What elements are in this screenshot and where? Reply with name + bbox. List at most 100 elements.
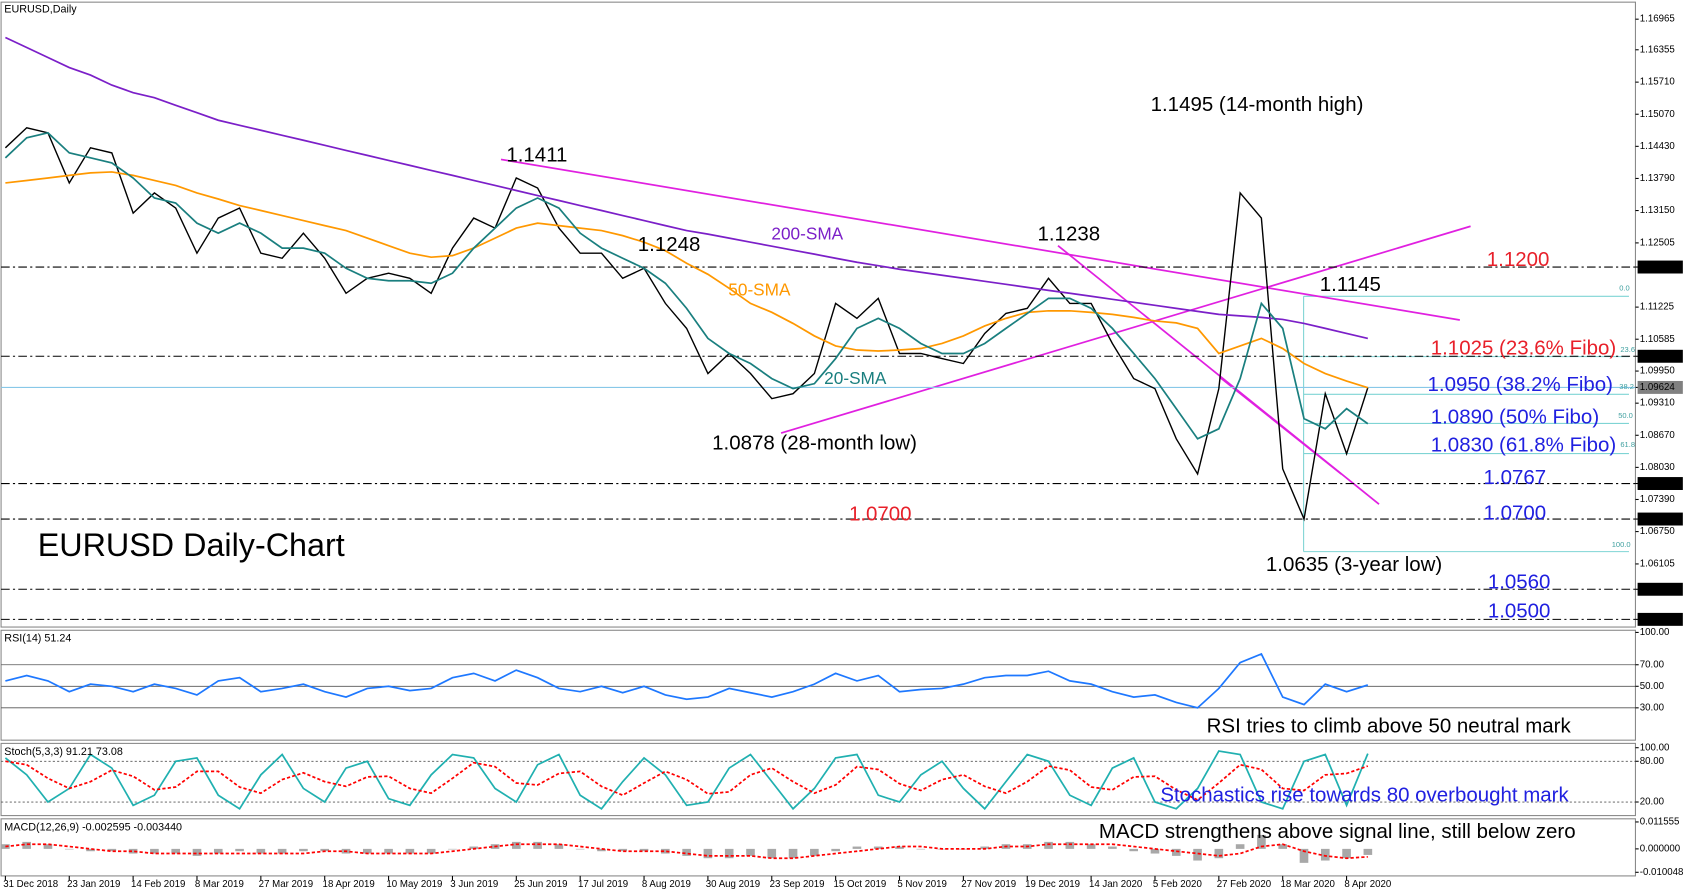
macd-bar bbox=[171, 848, 181, 854]
y-tick-label: 1.10245 bbox=[1640, 351, 1675, 362]
y-tick-label: 1.10585 bbox=[1640, 334, 1675, 345]
annotation: 61.8 bbox=[1620, 440, 1635, 449]
y-tick-label: 1.09310 bbox=[1640, 398, 1676, 409]
macd-bar bbox=[597, 848, 606, 852]
macd-bar bbox=[1171, 848, 1181, 856]
x-tick-label: 10 May 2019 bbox=[386, 879, 442, 890]
y-tick-label: 80.00 bbox=[1640, 756, 1665, 767]
y-tick-label: 1.12505 bbox=[1640, 237, 1675, 248]
y-tick-label: 30.00 bbox=[1640, 702, 1665, 713]
y-tick-label: 0.011555 bbox=[1640, 817, 1680, 828]
y-tick-label: 1.06750 bbox=[1640, 526, 1676, 537]
y-tick-label: 1.15710 bbox=[1640, 77, 1676, 88]
y-tick-label: 1.08670 bbox=[1640, 430, 1676, 441]
x-tick-label: 18 Mar 2020 bbox=[1281, 879, 1336, 890]
x-tick-label: 8 Aug 2019 bbox=[642, 879, 691, 890]
y-tick-label: 1.16965 bbox=[1640, 14, 1675, 25]
annotation: 1.0560 bbox=[1488, 570, 1551, 593]
macd-bar bbox=[512, 841, 521, 849]
y-tick-label: 1.12024 bbox=[1640, 262, 1676, 273]
macd-bar bbox=[831, 848, 840, 852]
y-tick-box bbox=[1637, 477, 1683, 490]
macd-bar bbox=[1193, 848, 1202, 861]
x-tick-label: 23 Sep 2019 bbox=[770, 879, 825, 890]
annotation: 1.0767 bbox=[1484, 466, 1547, 489]
macd-bar bbox=[618, 848, 628, 852]
x-tick-label: 27 Mar 2019 bbox=[259, 879, 313, 890]
y-tick-label: -0.010048 bbox=[1640, 867, 1684, 878]
macd-bar bbox=[1342, 848, 1351, 859]
macd-bar bbox=[1150, 848, 1160, 854]
macd-bar bbox=[1, 844, 10, 849]
series-label: 50-SMA bbox=[728, 279, 791, 299]
x-tick-label: 8 Apr 2020 bbox=[1344, 879, 1391, 890]
plot-layer: 1.16965 1.16355 1.15710 1.15070 1.14430 1.137… bbox=[1, 14, 1683, 890]
x-tick-label: 27 Nov 2019 bbox=[961, 879, 1016, 890]
x-tick-label: 8 Mar 2019 bbox=[195, 879, 244, 890]
x-tick-label: 5 Nov 2019 bbox=[897, 879, 947, 890]
y-tick-label: 50.00 bbox=[1640, 681, 1665, 692]
series-line bbox=[4, 127, 1369, 522]
stoch-panel bbox=[0, 742, 1636, 817]
panel-note: Stochastics rise towards 80 overbought m… bbox=[1160, 784, 1569, 807]
trend-line bbox=[500, 158, 1460, 321]
macd-bar bbox=[1214, 848, 1224, 859]
chart-title: EURUSD Daily-Chart bbox=[38, 527, 345, 563]
series-line bbox=[5, 171, 1369, 389]
y-tick-label: 1.07390 bbox=[1640, 494, 1676, 505]
annotation: 0.0 bbox=[1619, 284, 1629, 293]
macd-bar bbox=[661, 848, 670, 854]
x-tick-label: 25 Jun 2019 bbox=[514, 879, 567, 890]
macd-bar bbox=[192, 848, 202, 856]
x-tick-label: 14 Feb 2019 bbox=[131, 879, 185, 890]
macd-bar bbox=[22, 841, 31, 849]
y-tick-label: 1.15070 bbox=[1640, 109, 1676, 120]
macd-bar bbox=[682, 848, 691, 856]
annotation: 23.6 bbox=[1620, 345, 1635, 354]
x-tick-label: 18 Apr 2019 bbox=[323, 879, 375, 890]
macd-bar bbox=[873, 846, 883, 849]
x-tick-label: 27 Feb 2020 bbox=[1217, 879, 1272, 890]
macd-bar bbox=[320, 848, 330, 852]
macd-bar bbox=[235, 848, 244, 852]
series-line bbox=[4, 750, 1369, 811]
macd-bar bbox=[980, 846, 989, 849]
macd-bar bbox=[426, 848, 436, 854]
annotation: 1.1495 (14-month high) bbox=[1151, 93, 1364, 116]
macd-bar bbox=[43, 844, 53, 849]
y-tick-label: 1.13150 bbox=[1640, 205, 1676, 216]
macd-bar bbox=[575, 848, 585, 850]
y-tick-box bbox=[1637, 512, 1683, 526]
y-tick-label: 100.00 bbox=[1640, 742, 1670, 753]
chart-header: EURUSD,Daily bbox=[4, 4, 77, 16]
series-line bbox=[4, 131, 1369, 440]
macd-bar bbox=[1320, 848, 1330, 861]
y-tick-label: 100.00 bbox=[1640, 627, 1670, 638]
annotation: 1.0890 (50% Fibo) bbox=[1431, 405, 1599, 428]
macd-bar bbox=[1065, 841, 1075, 849]
macd-bar bbox=[746, 848, 755, 856]
x-tick-label: 31 Dec 2018 bbox=[3, 879, 58, 890]
y-tick-label: 1.07000 bbox=[1640, 514, 1676, 525]
annotation: 1.0830 (61.8% Fibo) bbox=[1431, 433, 1616, 456]
macd-bar bbox=[639, 848, 649, 852]
macd-bar bbox=[810, 848, 819, 856]
y-tick-label: 70.00 bbox=[1640, 659, 1665, 670]
annotation: 38.2 bbox=[1619, 382, 1634, 391]
macd-bar bbox=[107, 848, 117, 852]
macd-bar bbox=[1129, 848, 1138, 852]
macd-bar bbox=[703, 848, 713, 859]
main-panel bbox=[0, 1, 1636, 628]
annotation: 1.0700 bbox=[1484, 501, 1547, 524]
macd-bar bbox=[128, 848, 138, 854]
x-tick-label: 17 Jul 2019 bbox=[578, 879, 628, 890]
trend-line bbox=[780, 225, 1471, 434]
x-tick-label: 23 Jan 2019 bbox=[67, 879, 120, 890]
annotation: 1.1248 bbox=[638, 233, 701, 256]
annotation: 1.1238 bbox=[1038, 222, 1101, 245]
annotation: 1.0700 bbox=[849, 502, 912, 525]
trend-line bbox=[1219, 376, 1342, 475]
macd-bar bbox=[469, 846, 479, 849]
macd-bar bbox=[64, 848, 74, 850]
y-tick-label: 1.14430 bbox=[1640, 141, 1676, 152]
